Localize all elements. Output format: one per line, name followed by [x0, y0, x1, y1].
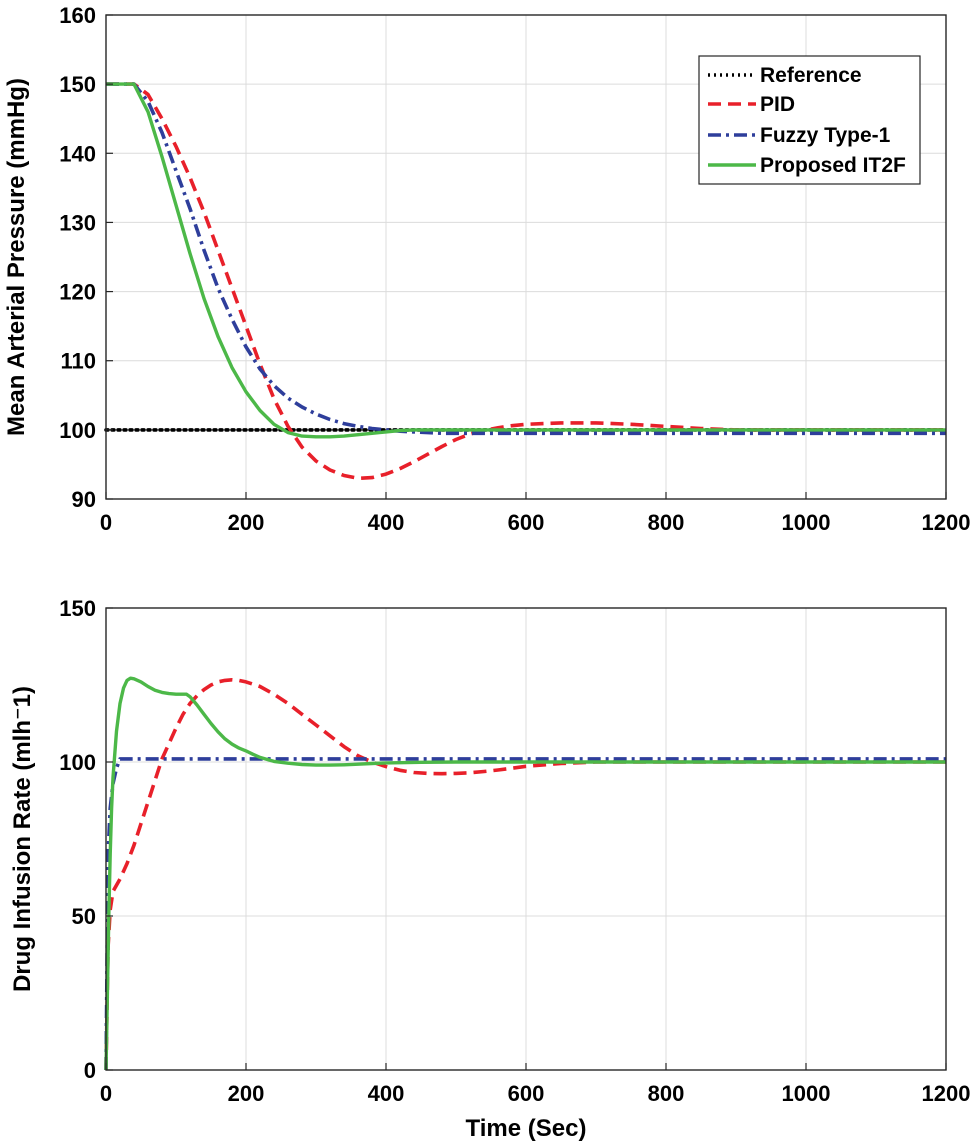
infusion-xtick-label-600: 600: [508, 1081, 545, 1106]
infusion-xtick-label-1000: 1000: [782, 1081, 831, 1106]
pressure-series-fuzzy-type-1: [106, 82, 946, 436]
pressure-ytick-label-130: 130: [59, 210, 96, 235]
infusion-series-pid: [104, 677, 946, 1071]
legend-label-proposed-it2f: Proposed IT2F: [760, 154, 906, 177]
pressure-xtick-label-0: 0: [100, 510, 112, 535]
legend-entry-proposed-it2f: Proposed IT2F: [708, 154, 906, 177]
pressure-series-group: [104, 82, 948, 481]
pressure-xtick-label-800: 800: [648, 510, 685, 535]
legend-box: [698, 55, 921, 185]
infusion-xtick-label-1200: 1200: [922, 1081, 971, 1106]
infusion-ytick-label-50: 50: [72, 904, 96, 929]
pressure-chart: 0 200 400 600 800 1000 1200 90 100 110 120 130 140 15…: [3, 3, 970, 535]
legend-label-fuzzy-type-1: Fuzzy Type-1: [760, 124, 891, 147]
pressure-series-proposed-it2f: [106, 82, 946, 439]
infusion-x-axis-label: Time (Sec): [466, 1115, 587, 1142]
pressure-xtick-label-400: 400: [368, 510, 405, 535]
pressure-ytick-label-120: 120: [59, 280, 96, 305]
infusion-xtick-label-200: 200: [228, 1081, 265, 1106]
pressure-xtick-label-600: 600: [508, 510, 545, 535]
legend-entry-pid: PID: [708, 93, 795, 116]
infusion-xtick-label-0: 0: [100, 1081, 112, 1106]
infusion-ytick-label-150: 150: [59, 596, 96, 621]
pressure-ytick-label-110: 110: [61, 349, 97, 374]
pressure-ytick-label-90: 90: [72, 487, 96, 512]
infusion-series-proposed-it2f: [104, 676, 946, 1071]
infusion-xtick-label-800: 800: [648, 1081, 685, 1106]
infusion-series-group: [104, 676, 946, 1071]
legend-entry-fuzzy-type-1: Fuzzy Type-1: [708, 124, 891, 147]
pressure-ytick-label-150: 150: [59, 72, 96, 97]
pressure-ytick-label-160: 160: [59, 3, 96, 28]
legend-label-reference: Reference: [760, 64, 862, 87]
infusion-ticks: 0 200 400 600 800 1000 1200 0 50 100 150: [59, 596, 970, 1106]
legend-entry-reference: Reference: [708, 64, 862, 87]
pressure-series-pid: [106, 82, 946, 481]
infusion-ytick-label-100: 100: [59, 750, 96, 775]
pressure-xtick-label-200: 200: [228, 510, 265, 535]
pressure-y-axis-label: Mean Arterial Pressure (mmHg): [3, 78, 30, 436]
infusion-chart: 0 200 400 600 800 1000 1200 0 50 100 150 Drug Infu…: [9, 596, 970, 1142]
pressure-xtick-label-1200: 1200: [922, 510, 971, 535]
pressure-legend: Reference PID Fuzzy Type-1 Proposed IT2F: [698, 55, 921, 185]
pressure-ytick-label-140: 140: [59, 141, 96, 166]
infusion-y-axis-label: Drug Infusion Rate (mlh⁻1): [9, 686, 36, 992]
legend-label-pid: PID: [760, 93, 795, 116]
pressure-ticks: 0 200 400 600 800 1000 1200 90 100 110 120 130 140 15…: [59, 3, 970, 535]
pressure-xtick-label-1000: 1000: [782, 510, 831, 535]
infusion-ytick-label-0: 0: [84, 1058, 96, 1083]
pressure-ytick-label-100: 100: [59, 418, 96, 443]
infusion-xtick-label-400: 400: [368, 1081, 405, 1106]
